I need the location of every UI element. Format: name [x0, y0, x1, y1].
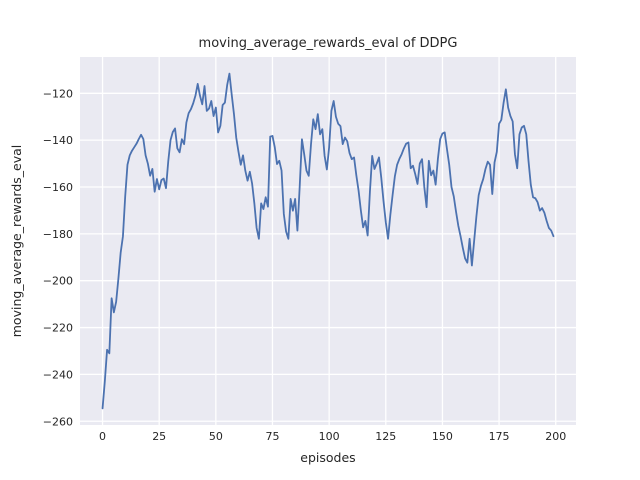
y-tick-label: −220 [43, 322, 73, 335]
x-tick-label: 0 [99, 430, 106, 443]
grid-lines [80, 57, 576, 425]
y-tick-label: −160 [43, 181, 73, 194]
x-tick-label: 50 [209, 430, 223, 443]
y-tick-label: −200 [43, 275, 73, 288]
chart-title: moving_average_rewards_eval of DDPG [199, 36, 458, 51]
y-tick-label: −120 [43, 87, 73, 100]
y-tick-label: −260 [43, 415, 73, 428]
y-axis-label: moving_average_rewards_eval [9, 145, 24, 338]
data-line-group [101, 72, 555, 410]
x-tick-labels: 0 25 50 75 100 125 150 175 200 [99, 430, 566, 443]
y-tick-label: −180 [43, 228, 73, 241]
x-tick-label: 175 [489, 430, 510, 443]
y-tick-label: −140 [43, 134, 73, 147]
reward-line [101, 72, 555, 410]
x-tick-label: 25 [152, 430, 166, 443]
x-tick-label: 75 [265, 430, 279, 443]
plot-area [80, 57, 576, 425]
x-tick-label: 100 [319, 430, 340, 443]
y-tick-label: −240 [43, 368, 73, 381]
y-tick-labels: −120 −140 −160 −180 −200 −220 −240 −260 [43, 87, 73, 428]
x-axis-label: episodes [300, 450, 355, 465]
x-tick-label: 150 [432, 430, 453, 443]
x-tick-label: 125 [375, 430, 396, 443]
x-tick-label: 200 [545, 430, 566, 443]
